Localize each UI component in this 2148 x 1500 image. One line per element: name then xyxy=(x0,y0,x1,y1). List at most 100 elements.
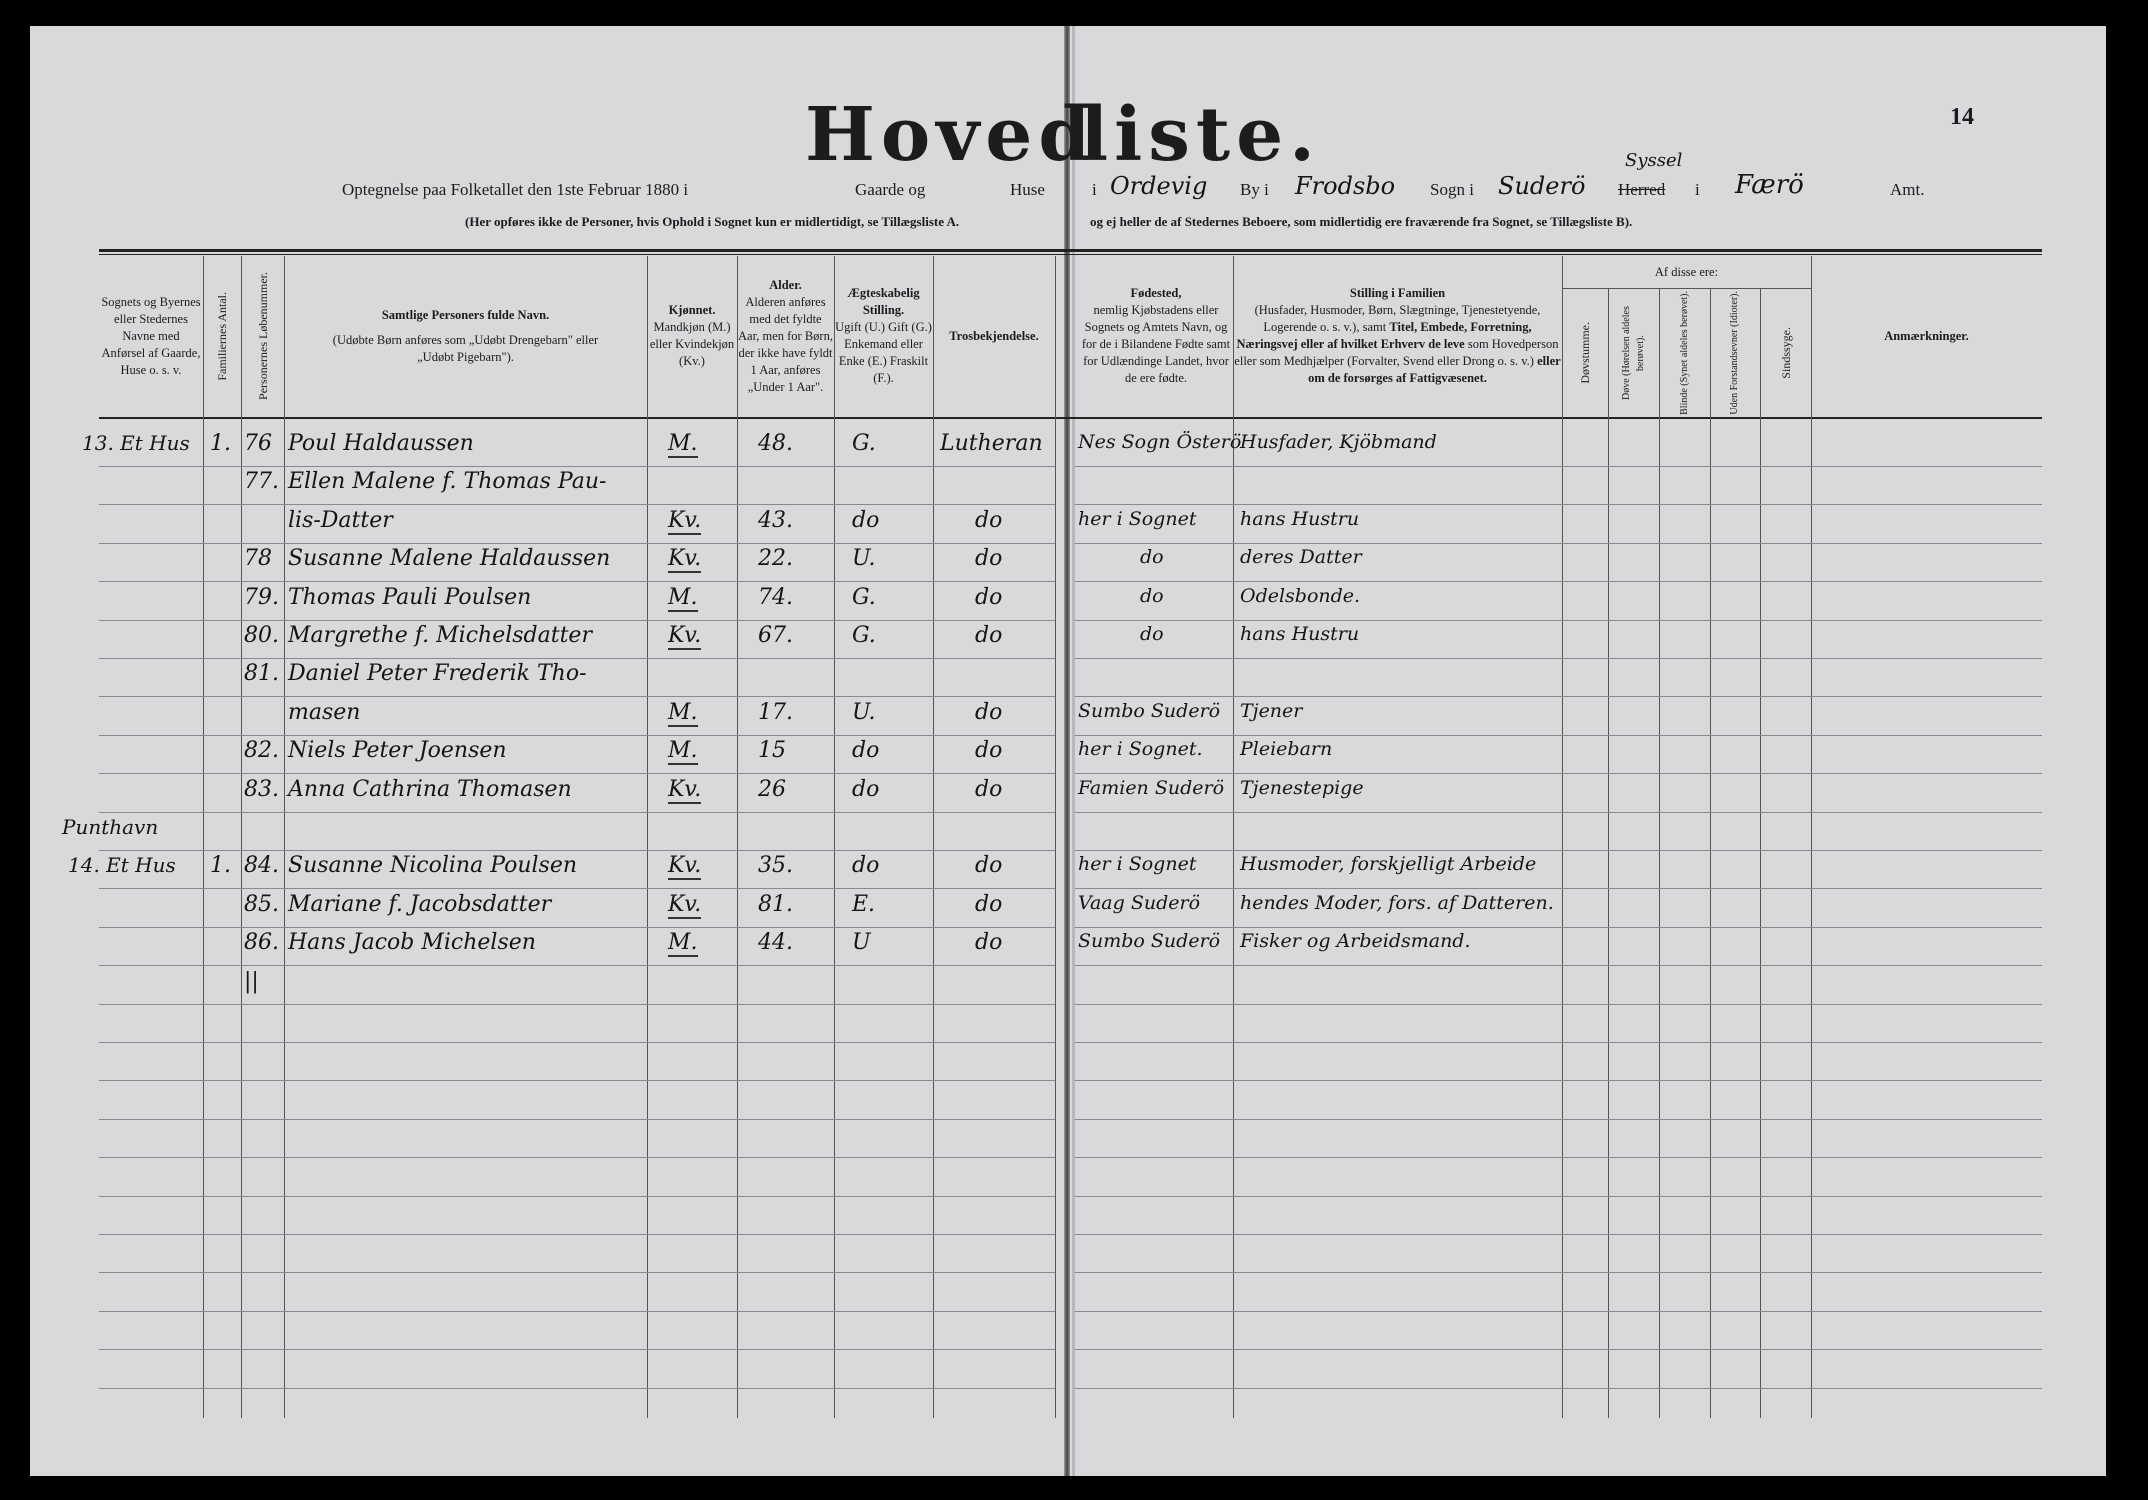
row-rule xyxy=(99,1157,1055,1159)
cell-no: 86. xyxy=(244,930,279,956)
place-handwritten: Ordevig xyxy=(1110,172,1208,200)
cell-birth: her i Sognet xyxy=(1078,853,1197,876)
row-rule xyxy=(1075,581,2042,583)
subtitle-left: Optegnelse paa Folketallet den 1ste Febr… xyxy=(342,180,689,199)
herred-struck: Herred xyxy=(1618,180,1666,199)
row-rule xyxy=(1075,1042,2042,1043)
cell-place: 13. Et Hus xyxy=(82,431,190,455)
cell-no: 80. xyxy=(244,623,279,648)
row-rule xyxy=(1075,850,2042,851)
column-rule xyxy=(737,256,738,1418)
sogn-handwritten: Frodsbo xyxy=(1295,172,1396,200)
cell-civil: do xyxy=(852,507,880,533)
cell-age: 15 xyxy=(758,738,786,764)
subtitle-huse: Huse xyxy=(1010,180,1045,199)
row-rule xyxy=(1075,1310,2042,1312)
row-rule xyxy=(99,1387,1055,1389)
cell-place: Punthavn xyxy=(62,815,159,839)
header-name-title: Samtlige Personers fulde Navn. xyxy=(381,307,550,322)
header-af-disse: Af disse ere: xyxy=(1654,264,1719,279)
cell-civil: G. xyxy=(852,431,876,456)
amt-handwritten: Færö xyxy=(1735,170,1804,200)
row-rule xyxy=(1075,658,2042,659)
row-rule xyxy=(1075,811,2042,813)
cell-no: 81. xyxy=(244,661,279,687)
cell-religion: do xyxy=(975,930,1003,956)
cell-age: 35. xyxy=(758,853,793,879)
cell-name: Hans Jacob Michelsen xyxy=(288,930,536,956)
cell-age: 74. xyxy=(758,584,793,610)
cell-birth: her i Sognet xyxy=(1078,507,1197,530)
header-position-bold2: eller om de forsørges af Fattigvæsenet. xyxy=(1308,354,1561,385)
header-position-title: Stilling i Familien xyxy=(1349,286,1446,300)
cell-sex: Kv. xyxy=(668,546,702,574)
cell-fam: 1. xyxy=(210,853,231,879)
cell-name: Margrethe f. Michelsdatter xyxy=(288,623,592,648)
cell-no: || xyxy=(244,968,259,994)
cell-birth: do xyxy=(1140,584,1164,607)
syssel-handwritten: Suderö xyxy=(1498,172,1586,200)
cell-birth: Nes Sogn Österö xyxy=(1078,431,1242,453)
row-rule xyxy=(99,1234,1055,1235)
cell-sex: M. xyxy=(668,699,698,727)
cell-no: 78 xyxy=(244,546,272,572)
cell-birth: her i Sognet. xyxy=(1078,738,1203,761)
cell-civil: G. xyxy=(852,623,876,648)
row-rule xyxy=(99,581,1055,583)
cell-age: 44. xyxy=(758,930,793,956)
header-remarks: Anmærkninger. xyxy=(1884,328,1969,343)
column-rule xyxy=(1710,289,1711,1418)
cell-sex: M. xyxy=(668,930,698,958)
cell-age: 81. xyxy=(758,891,793,917)
cell-name: lis-Datter xyxy=(288,507,393,533)
header-deaf-mute: Døvstumme. xyxy=(1578,322,1592,384)
subtitle-i-2: i xyxy=(1695,180,1700,199)
cell-name: Mariane f. Jacobsdatter xyxy=(288,891,552,917)
header-sex: Kjønnet. Mandkjøn (M.) eller Kvindekjøn … xyxy=(648,256,736,416)
cell-birth: Sumbo Suderö xyxy=(1078,930,1221,953)
row-rule xyxy=(99,734,1055,736)
column-rule xyxy=(1233,256,1234,1418)
cell-religion: do xyxy=(975,738,1003,764)
column-rule xyxy=(284,256,285,1418)
column-rule xyxy=(933,256,934,1418)
cell-no: 83. xyxy=(244,776,279,802)
cell-position: Pleiebarn xyxy=(1240,738,1333,761)
cell-name: Poul Haldaussen xyxy=(288,431,474,456)
title-part-1: Hoved xyxy=(805,92,1097,178)
cell-age: 26 xyxy=(758,776,786,802)
cell-no: 77. xyxy=(244,469,279,495)
cell-civil: U xyxy=(852,930,871,956)
row-rule xyxy=(99,466,1055,467)
row-rule xyxy=(99,926,1055,928)
cell-name: Ellen Malene f. Thomas Pau- xyxy=(288,469,607,495)
cell-civil: G. xyxy=(852,584,876,610)
cell-no: 85. xyxy=(244,891,279,917)
header-birth-note: nemlig Kjøbstadens eller Sognets og Amte… xyxy=(1081,303,1231,385)
cell-age: 43. xyxy=(758,507,793,533)
column-rule xyxy=(1562,256,1563,1418)
cell-religion: do xyxy=(975,507,1003,533)
cell-civil: do xyxy=(852,738,880,764)
cell-civil: do xyxy=(852,853,880,879)
cell-no: 82. xyxy=(244,738,279,764)
header-age-title: Alder. xyxy=(769,277,802,292)
title-part-2: liste. xyxy=(1080,92,1321,178)
subtitle-sogn: Sogn i xyxy=(1430,180,1474,199)
cell-religion: do xyxy=(975,623,1003,648)
header-birthplace: Fødested, nemlig Kjøbstadens eller Sogne… xyxy=(1080,256,1232,416)
header-sex-title: Kjønnet. xyxy=(668,303,716,317)
cell-name: Susanne Malene Haldaussen xyxy=(288,546,611,572)
subtitle-gaarde: Gaarde og xyxy=(855,180,926,199)
row-rule xyxy=(1075,773,2042,775)
header-insane: Sindssyge. xyxy=(1778,327,1793,379)
subtitle-amt: Amt. xyxy=(1890,180,1925,199)
column-rule xyxy=(1659,289,1660,1418)
row-rule xyxy=(1075,1272,2042,1274)
cell-religion: do xyxy=(975,853,1003,879)
row-rule xyxy=(1075,1157,2042,1159)
cell-birth: do xyxy=(1140,546,1164,569)
row-rule xyxy=(1075,696,2042,698)
header-name: Samtlige Personers fulde Navn. (Udøbte B… xyxy=(285,256,646,416)
column-rule xyxy=(203,256,204,1418)
